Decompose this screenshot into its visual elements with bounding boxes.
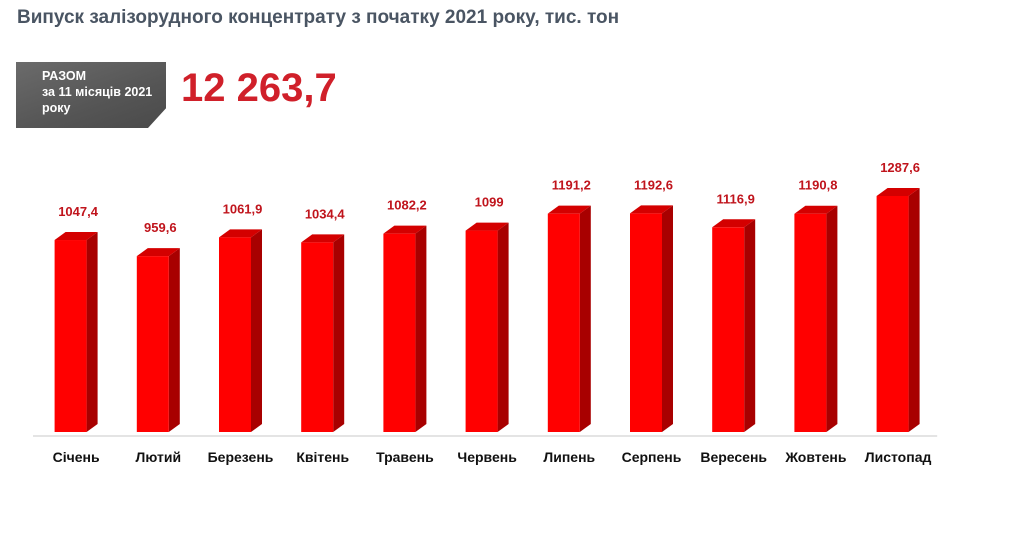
category-label-7: Липень xyxy=(543,449,595,465)
value-label-3: 1061,9 xyxy=(223,201,263,216)
category-label-4: Квітень xyxy=(296,449,349,465)
bar-top-8 xyxy=(630,205,673,214)
category-label-8: Серпень xyxy=(622,449,682,465)
bar-side-10 xyxy=(826,205,838,432)
bar-5 xyxy=(383,233,416,432)
bar-top-11 xyxy=(876,188,920,196)
total-label-line-1: РАЗОМ xyxy=(42,69,87,83)
bar-top-7 xyxy=(547,205,591,214)
bar-top-9 xyxy=(712,219,756,228)
bar-8 xyxy=(630,213,662,432)
bar-top-3 xyxy=(219,229,262,238)
category-label-3: Березень xyxy=(208,449,274,465)
value-label-1: 1047,4 xyxy=(58,204,99,219)
bar-side-2 xyxy=(168,248,180,432)
category-label-5: Травень xyxy=(376,449,434,465)
total-value: 12 263,7 xyxy=(181,66,337,110)
bar-side-8 xyxy=(662,205,673,432)
bar-9 xyxy=(712,227,745,432)
bar-side-6 xyxy=(497,222,509,432)
bar-10 xyxy=(794,213,827,432)
bar-side-4 xyxy=(333,234,345,432)
value-label-9: 1116,9 xyxy=(717,191,755,206)
bar-6 xyxy=(465,230,498,432)
value-label-7: 1191,2 xyxy=(552,178,591,193)
category-label-9: Вересень xyxy=(700,449,767,465)
bar-2 xyxy=(136,256,169,432)
value-label-6: 1099 xyxy=(475,195,504,210)
value-label-5: 1082,2 xyxy=(387,198,427,213)
total-label-box: РАЗОМ за 11 місяців 2021 року xyxy=(16,62,166,128)
bar-1 xyxy=(54,240,87,432)
category-label-10: Жовтень xyxy=(784,449,847,465)
bar-top-2 xyxy=(136,248,180,257)
bar-11 xyxy=(876,196,909,432)
bar-top-1 xyxy=(54,232,98,241)
bar-top-10 xyxy=(794,205,838,214)
category-label-6: Червень xyxy=(457,449,517,465)
chart-title: Випуск залізорудного концентрату з почат… xyxy=(17,7,620,28)
bar-side-3 xyxy=(251,229,262,432)
bar-3 xyxy=(219,237,251,432)
bar-side-9 xyxy=(744,219,756,432)
bar-top-4 xyxy=(301,234,345,243)
value-label-10: 1190,8 xyxy=(798,178,837,193)
bar-side-1 xyxy=(86,232,98,432)
total-label-line-3: року xyxy=(42,101,71,115)
value-label-4: 1034,4 xyxy=(305,206,346,221)
bar-side-5 xyxy=(415,225,427,432)
bar-4 xyxy=(301,242,334,432)
category-label-1: Січень xyxy=(53,449,100,465)
bar-top-5 xyxy=(383,225,427,234)
bar-top-6 xyxy=(465,222,509,231)
total-label-line-2: за 11 місяців 2021 xyxy=(42,85,153,99)
value-label-11: 1287,6 xyxy=(880,160,920,175)
bar-side-11 xyxy=(908,188,920,432)
value-label-2: 959,6 xyxy=(144,220,177,235)
category-label-2: Лютий xyxy=(136,449,182,465)
value-label-8: 1192,6 xyxy=(634,177,673,192)
category-label-11: Листопад xyxy=(865,449,932,465)
bar-side-7 xyxy=(579,205,591,432)
bar-7 xyxy=(547,213,580,432)
